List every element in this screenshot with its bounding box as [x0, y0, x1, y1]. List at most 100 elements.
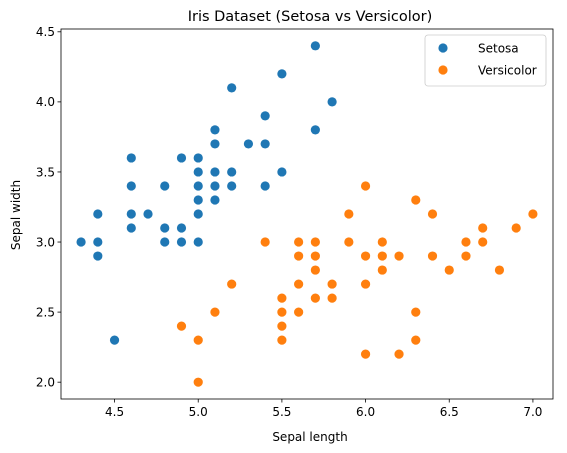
data-point-versicolor [294, 237, 304, 247]
data-point-versicolor [411, 307, 421, 317]
data-point-versicolor [461, 251, 471, 261]
data-point-setosa [277, 167, 287, 177]
data-point-setosa [260, 181, 270, 191]
data-point-versicolor [411, 195, 421, 205]
data-point-setosa [160, 237, 170, 247]
data-point-setosa [227, 167, 237, 177]
data-point-versicolor [310, 251, 320, 261]
chart-title: Iris Dataset (Setosa vs Versicolor) [188, 9, 433, 25]
data-point-setosa [93, 251, 103, 261]
data-point-versicolor [427, 209, 438, 219]
data-point-setosa [109, 335, 120, 345]
data-point-versicolor [377, 251, 387, 261]
data-point-versicolor [360, 349, 371, 359]
data-point-versicolor [478, 237, 488, 247]
legend-box [424, 34, 547, 87]
data-point-setosa [277, 69, 287, 79]
x-tick-label: 4.5 [105, 405, 124, 419]
x-tick-label: 5.0 [189, 405, 208, 419]
data-point-versicolor [394, 251, 404, 261]
data-point-setosa [210, 167, 220, 177]
data-point-setosa [227, 181, 237, 191]
x-tick-label: 6.0 [356, 405, 375, 419]
data-point-setosa [210, 195, 220, 205]
data-point-versicolor [277, 335, 287, 345]
legend-label: Versicolor [478, 63, 537, 77]
data-point-versicolor [227, 279, 237, 289]
y-tick-label: 3.5 [36, 165, 55, 179]
x-tick-label: 5.5 [272, 405, 291, 419]
data-point-setosa [160, 223, 170, 233]
data-point-setosa [176, 223, 187, 233]
data-point-versicolor [360, 251, 371, 261]
data-point-versicolor [360, 181, 371, 191]
plot-area [76, 41, 538, 387]
data-point-versicolor [444, 265, 454, 275]
data-point-versicolor [310, 265, 320, 275]
data-point-setosa [160, 181, 170, 191]
data-point-setosa [126, 153, 136, 163]
data-point-versicolor [277, 293, 287, 303]
legend-marker [438, 65, 448, 75]
data-point-setosa [193, 209, 203, 219]
data-point-setosa [193, 167, 203, 177]
data-point-setosa [193, 153, 203, 163]
data-point-versicolor [327, 293, 337, 303]
data-point-versicolor [210, 307, 220, 317]
series-setosa [76, 41, 337, 345]
data-point-setosa [227, 83, 237, 93]
data-point-setosa [193, 195, 203, 205]
data-point-versicolor [461, 237, 471, 247]
data-point-versicolor [478, 223, 488, 233]
data-point-versicolor [310, 293, 320, 303]
legend: Setosa Versicolor [424, 34, 547, 87]
data-point-versicolor [360, 279, 371, 289]
y-tick-label: 4.0 [36, 95, 55, 109]
data-point-setosa [210, 139, 220, 149]
data-point-versicolor [377, 237, 387, 247]
data-point-setosa [260, 111, 270, 121]
data-point-setosa [193, 181, 203, 191]
data-point-versicolor [260, 237, 270, 247]
plot-frame [60, 28, 554, 400]
data-point-setosa [176, 153, 187, 163]
data-point-setosa [327, 97, 337, 107]
data-point-versicolor [176, 321, 187, 331]
data-point-versicolor [294, 307, 304, 317]
legend-label: Setosa [478, 41, 519, 55]
data-point-setosa [126, 181, 136, 191]
data-point-versicolor [394, 349, 404, 359]
data-point-setosa [210, 125, 220, 135]
data-point-setosa [176, 237, 187, 247]
data-point-setosa [310, 41, 320, 51]
x-tick-label: 7.0 [523, 405, 542, 419]
data-point-setosa [310, 125, 320, 135]
x-tick-label: 6.5 [440, 405, 459, 419]
data-point-setosa [193, 237, 203, 247]
data-point-setosa [210, 181, 220, 191]
data-point-versicolor [344, 237, 354, 247]
data-point-versicolor [377, 265, 387, 275]
data-point-versicolor [310, 237, 320, 247]
y-tick-label: 2.5 [36, 305, 55, 319]
data-point-versicolor [494, 265, 505, 275]
data-point-setosa [93, 237, 103, 247]
y-tick-label: 2.0 [36, 375, 55, 389]
data-point-setosa [93, 209, 103, 219]
x-axis-label: Sepal length [272, 430, 347, 444]
y-tick-label: 4.5 [36, 25, 55, 39]
data-point-versicolor [511, 223, 521, 233]
y-axis-label: Sepal width [9, 180, 23, 250]
legend-marker [438, 43, 448, 53]
data-point-versicolor [327, 279, 337, 289]
data-point-versicolor [427, 251, 438, 261]
data-point-setosa [243, 139, 254, 149]
data-point-versicolor [411, 335, 421, 345]
data-point-setosa [76, 237, 86, 247]
data-point-versicolor [528, 209, 538, 219]
data-point-setosa [126, 209, 136, 219]
y-tick-label: 3.0 [36, 235, 55, 249]
data-point-setosa [260, 139, 270, 149]
data-point-versicolor [193, 335, 203, 345]
